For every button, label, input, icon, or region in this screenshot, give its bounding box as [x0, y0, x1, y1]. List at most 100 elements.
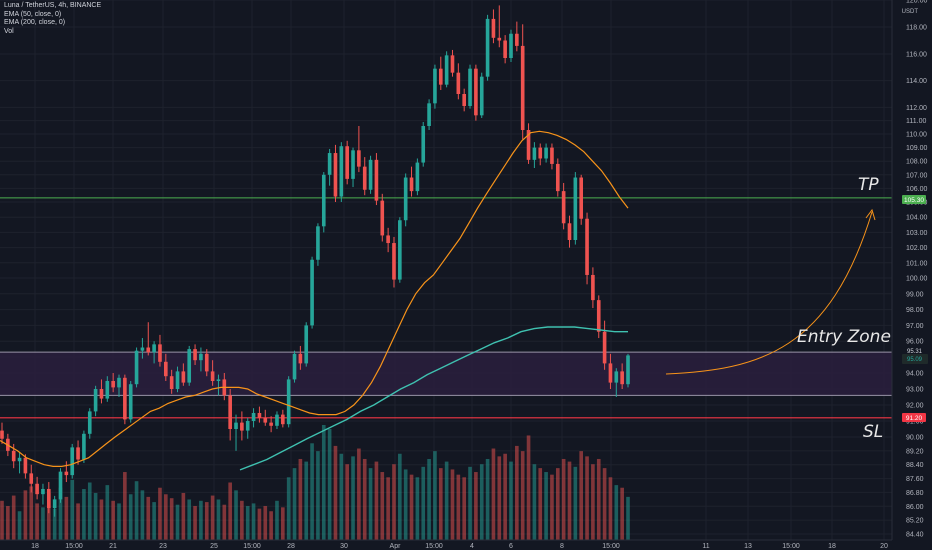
price-tick-label: 84.40: [906, 532, 924, 539]
candle-body: [415, 162, 420, 192]
candle-body: [398, 220, 402, 280]
candle-body: [105, 381, 110, 399]
volume-bar: [585, 456, 589, 540]
volume-bar: [474, 472, 478, 540]
price-tick-label: 90.00: [906, 435, 924, 442]
candle-body: [257, 413, 262, 418]
candle-body: [175, 371, 180, 389]
candle-body: [321, 174, 326, 227]
volume-bar: [515, 445, 519, 540]
sl-price-tag-bg: [902, 413, 926, 422]
volume-bar: [614, 485, 619, 540]
candle-body: [292, 353, 297, 380]
volume-bar: [456, 474, 461, 540]
volume-bar: [362, 458, 367, 540]
volume-bar: [175, 504, 180, 540]
volume-bar: [491, 448, 496, 540]
current-price-tag: 95.09: [907, 357, 923, 363]
candle-body: [374, 159, 379, 201]
candle-body: [193, 349, 197, 361]
candle-body: [509, 33, 513, 58]
volume-bar: [433, 451, 437, 540]
ema200-line: [239, 326, 628, 471]
volume-bar: [134, 481, 139, 540]
volume-bar: [228, 482, 232, 540]
volume-bar: [158, 487, 162, 540]
price-tick-label: 89.20: [906, 448, 924, 455]
volume-bar: [152, 502, 156, 540]
time-tick-label: 20: [880, 543, 888, 550]
candle-body: [579, 177, 584, 219]
candle-body: [281, 414, 285, 425]
candle-body: [485, 18, 490, 77]
candle-body: [0, 430, 4, 439]
volume-bar: [286, 477, 291, 540]
volume-bar: [339, 453, 344, 540]
candle-body: [591, 274, 595, 301]
candle-body: [140, 347, 145, 351]
candle-body: [134, 350, 139, 385]
volume-bar: [468, 466, 472, 540]
time-tick-label: 6: [509, 543, 513, 550]
volume-bar: [357, 448, 361, 540]
volume-bar: [275, 500, 279, 540]
sl-price-tag: 91.20: [906, 415, 923, 422]
candle-body: [438, 68, 443, 85]
candle-body: [41, 488, 45, 495]
time-tick-label: 11: [702, 543, 709, 550]
candle-body: [35, 483, 39, 495]
volume-bar: [64, 496, 69, 540]
candle-body: [17, 457, 22, 462]
price-tick-label: 103.00: [906, 230, 928, 237]
volume-bar: [52, 508, 57, 540]
price-tick-label: 107.00: [906, 172, 928, 179]
candle-body: [450, 55, 455, 73]
candle-body: [602, 331, 607, 364]
volume-bar: [117, 503, 121, 540]
price-tick-label: 92.00: [906, 403, 924, 410]
price-tick-label: 112.00: [906, 105, 927, 112]
sl-annotation: SL: [863, 422, 883, 442]
time-tick-label: Apr: [390, 543, 402, 550]
candle-body: [210, 371, 215, 381]
time-axis-labels: 18 15:00 21 23 25 15:00 28 30 Apr 15:00 4 6 8 15:00 11…: [31, 543, 888, 550]
volume-bar: [6, 506, 10, 540]
volume-bar: [591, 464, 595, 540]
time-tick-label: 8: [560, 543, 564, 550]
price-tick-label: 88.40: [906, 462, 924, 469]
projection-arrow: [665, 211, 873, 375]
ema50-legend: EMA (50, close, 0): [4, 10, 62, 18]
candle-body: [269, 422, 273, 426]
volume-bar: [310, 443, 314, 540]
volume-bar: [427, 458, 431, 540]
volume-bar: [602, 468, 607, 540]
candle-body: [555, 163, 560, 192]
volume-bar: [345, 464, 349, 540]
candle-body: [327, 153, 332, 175]
price-tick-label: 93.00: [906, 387, 924, 394]
volume-bar: [485, 458, 490, 540]
candle-body: [128, 384, 133, 420]
candle-body: [380, 200, 385, 236]
candle-body: [386, 235, 390, 244]
volume-bar: [210, 495, 215, 540]
candle-body: [87, 411, 92, 434]
candle-body: [339, 146, 344, 197]
candle-body: [333, 153, 338, 197]
volume-bar: [579, 451, 584, 540]
candle-body: [456, 72, 461, 94]
ema200-legend: EMA (200, close, 0): [4, 19, 66, 26]
candle-body: [368, 159, 373, 190]
candle-body: [497, 37, 502, 41]
time-tick-label: 18: [31, 543, 39, 550]
volume-bar: [550, 474, 554, 540]
volume-bar: [169, 498, 174, 540]
price-axis[interactable]: [892, 0, 932, 550]
current-price-tag-bg: [902, 354, 928, 364]
volume-bar: [444, 461, 449, 540]
time-tick-label: 15:00: [425, 543, 443, 550]
volume-bar: [193, 506, 197, 540]
candle-body: [462, 94, 467, 106]
candle-body: [64, 471, 69, 476]
